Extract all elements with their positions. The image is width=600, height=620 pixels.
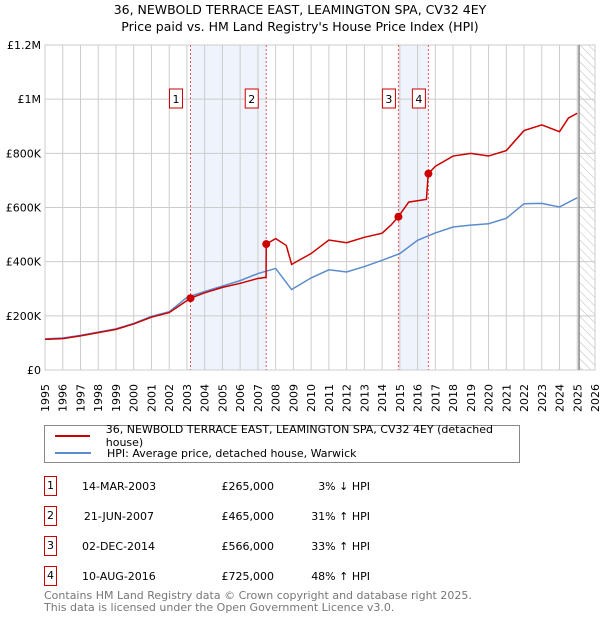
y-tick-label: £1M (18, 93, 42, 106)
sale-date: 02-DEC-2014 (82, 540, 156, 553)
legend-label: HPI: Average price, detached house, Warw… (107, 446, 357, 460)
chart-title: 36, NEWBOLD TERRACE EAST, LEAMINGTON SPA… (113, 2, 487, 17)
legend-label: 36, NEWBOLD TERRACE EAST, LEAMINGTON SPA… (105, 423, 494, 449)
x-tick-label: 2024 (554, 384, 567, 412)
sale-number: 2 (44, 506, 57, 526)
x-tick-label: 2010 (305, 384, 318, 412)
sale-label-box (411, 88, 426, 109)
sale-number: 3 (44, 536, 57, 556)
sale-date: 21-JUN-2007 (83, 510, 154, 523)
x-tick-label: 2018 (447, 384, 460, 412)
x-tick-label: 1996 (57, 384, 70, 412)
x-tick-label: 1995 (39, 384, 52, 412)
sale-label: 4 (415, 93, 422, 106)
x-tick-label: 2013 (358, 384, 371, 412)
x-tick-label: 1997 (74, 384, 87, 412)
x-tick-label: 2016 (412, 384, 425, 412)
sale-price: £725,000 (221, 570, 275, 583)
y-tick-label: £600K (6, 202, 42, 215)
sale-point (186, 294, 195, 303)
sale-label-box (244, 88, 259, 109)
x-tick-label: 2009 (287, 384, 300, 412)
legend-item-hpi: HPI: Average price, detached house, Warw… (55, 445, 357, 461)
x-tick-label: 2026 (589, 384, 600, 412)
sale-label-box (168, 88, 183, 109)
footer: Contains HM Land Registry data © Crown c… (44, 590, 472, 614)
x-tick-label: 2006 (234, 384, 247, 412)
x-tick-label: 2000 (128, 384, 141, 412)
sale-price: £265,000 (221, 480, 275, 493)
y-tick-label: £800K (6, 147, 42, 160)
y-tick-label: £400K (6, 256, 42, 269)
plot-frame (44, 44, 596, 371)
sale-point (424, 169, 433, 178)
sale-hpi-diff: 3% ↓ HPI (318, 480, 370, 493)
sale-label-box (381, 88, 396, 109)
chart-subtitle: Price paid vs. HM Land Registry's House … (121, 19, 479, 34)
sale-number: 4 (44, 566, 57, 586)
x-tick-label: 2025 (571, 384, 584, 412)
plot-area: 1995 1996 1997 1998 1999 2000 2001 2002 2003 2004… (6, 39, 600, 412)
x-tick-label: 2020 (483, 384, 496, 412)
sale-price: £465,000 (221, 510, 275, 523)
x-tick-label: 2017 (429, 384, 442, 412)
sale-label: 3 (385, 93, 392, 106)
sale-point (262, 240, 271, 249)
x-tick-label: 1998 (92, 384, 105, 412)
y-tick-label: £200K (6, 310, 42, 323)
x-tick-label: 2011 (323, 384, 336, 412)
sale-label: 2 (248, 93, 255, 106)
x-tick-label: 2023 (536, 384, 549, 412)
x-tick-label: 2008 (270, 384, 283, 412)
sale-hpi-diff: 33% ↑ HPI (311, 540, 370, 553)
y-tick-label: £0 (27, 364, 41, 377)
x-tick-label: 2004 (199, 384, 212, 412)
x-tick-label: 2002 (163, 384, 176, 412)
x-tick-label: 2014 (376, 384, 389, 412)
x-tick-label: 2012 (341, 384, 354, 412)
sale-price: £566,000 (221, 540, 275, 553)
x-tick-label: 2015 (394, 384, 407, 412)
price-line (44, 112, 578, 341)
sale-hpi-diff: 31% ↑ HPI (311, 510, 370, 523)
sale-point (394, 212, 403, 221)
x-tick-label: 2019 (465, 384, 478, 412)
sale-label: 1 (172, 93, 179, 106)
y-tick-label: £1.2M (7, 39, 41, 52)
sale-hpi-diff: 48% ↑ HPI (311, 570, 370, 583)
sale-date: 14-MAR-2003 (82, 480, 157, 493)
x-tick-label: 2022 (518, 384, 531, 412)
sale-number: 1 (44, 476, 57, 496)
x-tick-label: 2005 (216, 384, 229, 412)
x-tick-label: 2003 (181, 384, 194, 412)
footer-line: Contains HM Land Registry data © Crown c… (44, 589, 472, 602)
x-tick-label: 1999 (110, 384, 123, 412)
x-tick-label: 2021 (500, 384, 513, 412)
sale-date: 10-AUG-2016 (82, 570, 156, 583)
footer-line: This data is licensed under the Open Gov… (44, 601, 395, 614)
x-tick-label: 2001 (145, 384, 158, 412)
legend-item-property: 36, NEWBOLD TERRACE EAST, LEAMINGTON SPA… (55, 423, 519, 449)
x-tick-label: 2007 (252, 384, 265, 412)
legend: 36, NEWBOLD TERRACE EAST, LEAMINGTON SPA… (44, 423, 520, 463)
